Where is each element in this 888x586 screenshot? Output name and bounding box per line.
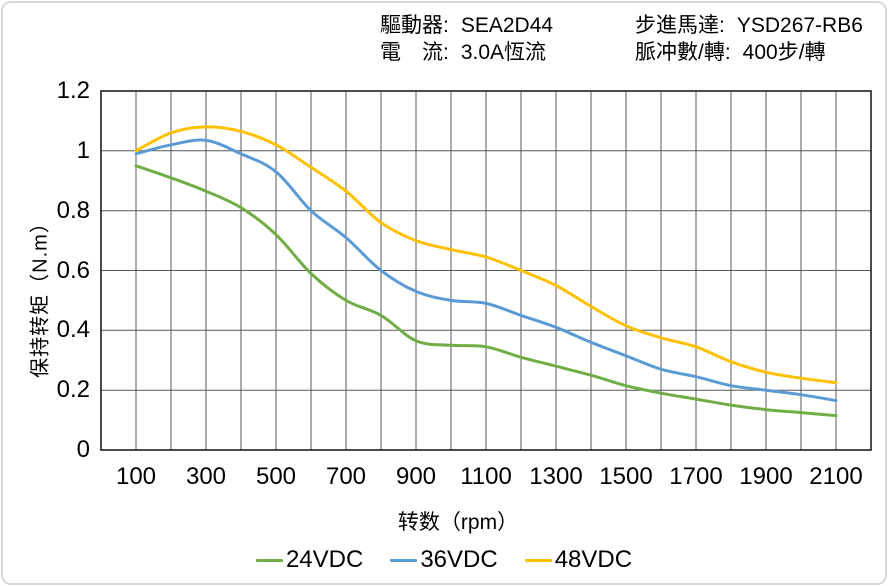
x-tick-label: 1100 [460,463,512,490]
legend-item-48vdc: 48VDC [524,546,633,574]
legend-label-48vdc: 48VDC [554,546,633,573]
x-tick-label: 900 [395,463,437,490]
x-tick-label: 500 [255,463,297,490]
legend-swatch-48vdc [524,558,552,562]
plot-border [100,90,872,451]
x-tick-label: 700 [325,463,367,490]
series-line-48vdc [134,125,838,385]
legend-swatch-36vdc [390,558,418,562]
spec-row-current: 電 流: 3.0A恆流 [380,39,553,66]
x-tick-label: 1500 [599,463,653,490]
x-tick-label: 100 [115,463,157,490]
x-axis-title: 转数（rpm） [397,511,519,534]
legend-label-36vdc: 36VDC [420,546,498,573]
spec-row-driver: 驅動器: SEA2D44 [380,12,553,39]
y-tick-label: 0 [76,436,90,463]
y-tick-label: 1.2 [56,77,90,104]
legend: 24VDC 36VDC 48VDC [0,543,888,577]
y-tick-label: 0.4 [56,316,90,344]
legend-item-36vdc: 36VDC [390,546,498,574]
spec-block-right: 步進馬達: YSD267-RB6 脈冲數/轉: 400步/轉 [635,12,863,66]
driver-value: SEA2D44 [460,14,554,37]
pulses-value: 400步/轉 [742,41,826,64]
y-tick-label: 0.6 [56,256,90,284]
spec-row-motor: 步進馬達: YSD267-RB6 [635,12,863,39]
x-tick-label: 300 [185,463,227,490]
x-tick-label: 1900 [739,463,793,490]
y-tick-label: 0.2 [56,376,90,404]
pulses-label: 脈冲數/轉: [635,41,731,64]
y-axis-title: 保持转矩（N.m） [29,212,52,378]
current-value: 3.0A恆流 [460,41,547,64]
motor-value: YSD267-RB6 [736,14,863,37]
y-tick-label: 1 [76,136,90,164]
y-tick-label: 0.8 [56,196,90,224]
x-tick-label: 1700 [669,463,723,490]
series-line-24vdc [134,164,838,418]
current-label: 電 流: [380,41,449,64]
legend-swatch-24vdc [255,558,283,562]
series-line-36vdc [134,138,838,403]
motor-label: 步進馬達: [635,14,725,37]
legend-label-24vdc: 24VDC [285,546,364,573]
spec-block-left: 驅動器: SEA2D44 電 流: 3.0A恆流 [380,12,553,66]
driver-label: 驅動器: [380,14,449,37]
x-tick-label: 1300 [529,463,583,490]
spec-row-pulses: 脈冲數/轉: 400步/轉 [635,39,863,66]
legend-item-24vdc: 24VDC [255,546,364,574]
x-tick-label: 2100 [809,463,863,490]
